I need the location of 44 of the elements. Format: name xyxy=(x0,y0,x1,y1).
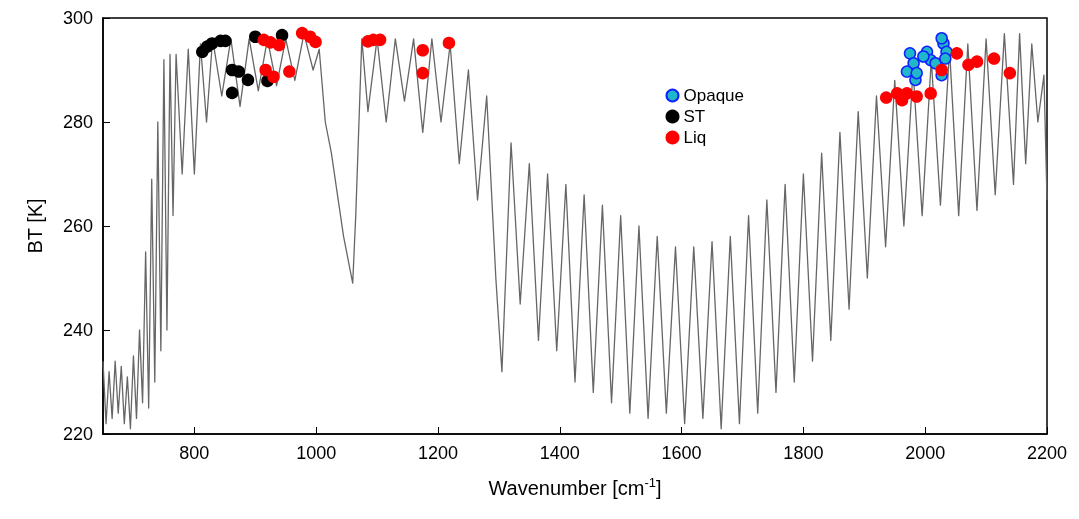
point xyxy=(903,47,917,60)
point xyxy=(309,35,322,49)
point xyxy=(879,91,893,104)
point xyxy=(950,47,964,60)
point xyxy=(283,65,296,78)
point xyxy=(416,43,429,57)
point xyxy=(275,28,289,42)
legend-label: Liq xyxy=(683,128,707,147)
y-tick-label: 260 xyxy=(62,216,93,236)
point xyxy=(970,55,984,68)
point xyxy=(900,65,914,78)
point xyxy=(924,87,937,100)
x-tick-label: 1400 xyxy=(539,443,580,463)
point xyxy=(935,63,948,77)
point xyxy=(416,66,429,80)
point xyxy=(232,65,246,78)
point xyxy=(272,38,286,52)
y-tick-label: 300 xyxy=(62,8,93,28)
legend-label: ST xyxy=(683,107,706,126)
point xyxy=(935,32,948,45)
point xyxy=(910,90,923,103)
x-tick-label: 1600 xyxy=(661,443,702,463)
point xyxy=(225,86,239,100)
point xyxy=(917,50,930,63)
legend-label: Opaque xyxy=(683,86,744,105)
point xyxy=(267,70,280,84)
y-axis-title: BT [K] xyxy=(24,198,46,254)
y-tick-label: 240 xyxy=(62,320,93,340)
point xyxy=(987,52,1001,65)
x-tick-label: 1200 xyxy=(417,443,458,463)
x-tick-label: 1000 xyxy=(296,443,337,463)
y-tick-label: 220 xyxy=(62,424,93,444)
point xyxy=(442,36,456,50)
x-tick-label: 800 xyxy=(179,443,210,463)
x-tick-label: 1800 xyxy=(783,443,824,463)
x-tick-label: 2200 xyxy=(1026,443,1068,463)
y-tick-label: 280 xyxy=(62,112,93,132)
point xyxy=(241,73,255,87)
x-tick-label: 2000 xyxy=(905,443,946,463)
point xyxy=(259,63,272,77)
point xyxy=(910,66,923,80)
point xyxy=(939,52,952,65)
point xyxy=(900,87,914,100)
point xyxy=(1003,66,1017,80)
